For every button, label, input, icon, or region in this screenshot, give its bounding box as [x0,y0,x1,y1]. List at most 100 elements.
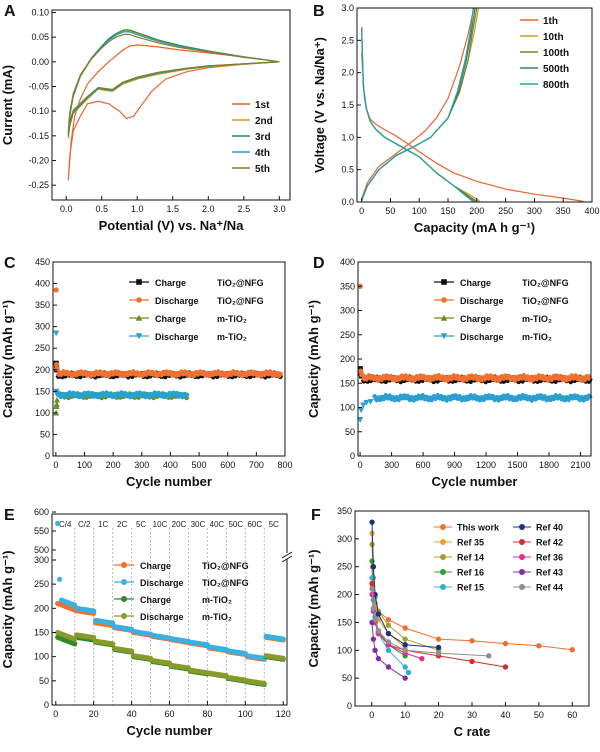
x-tick-label: 200 [106,460,121,470]
x-tick-label: 700 [249,460,264,470]
legend-label: Discharge [140,612,184,622]
rate-label: 20C [172,520,187,529]
legend-marker [135,314,143,321]
data-point [357,417,364,423]
series-band [55,369,284,379]
data-point [370,605,377,612]
legend-marker [136,297,142,303]
x-tick-label: 300 [384,460,399,470]
legend-sample: TiO₂@NFG [217,296,264,306]
x-tick-label: 300 [527,206,542,216]
y-tick-label: 300 [34,555,49,565]
legend-sample: TiO₂@NFG [217,278,264,288]
y-tick-label: 0.05 [31,32,49,42]
legend-label: 800th [543,80,569,91]
legend-label: Charge [140,595,171,605]
legend-marker [519,569,525,575]
x-tick-label: 3.0 [273,204,286,214]
y-tick-label: 3.0 [341,3,354,13]
y-tick-label: 0 [44,700,49,710]
x-tick-label: 0 [53,709,58,719]
y-axis-label: Capacity (mAh g⁻¹) [306,549,321,667]
y-tick-label: 150 [337,617,352,627]
legend-label: Charge [155,278,186,288]
x-tick-label: 500 [192,460,207,470]
legend-marker [440,539,446,545]
legend-label: 1st [255,100,270,111]
legend-label: Ref 36 [536,553,563,563]
y-tick-label: 100 [35,408,50,418]
y-tick-label: 450 [35,257,50,267]
y-tick-label: 150 [340,378,355,388]
x-tick-label: 0.0 [60,204,73,214]
y-tick-label: 0.00 [31,57,49,67]
panel-d: 0 300 600 900 1200 1500 1800 2100 0 50 100 150 200 25… [306,255,593,489]
data-point [91,608,97,614]
data-point [435,644,442,651]
legend-marker [136,279,142,285]
legend-label: 100th [543,48,569,59]
x-axis-label: Potential (V) vs. Na⁺/Na [99,218,245,233]
data-point [402,642,408,648]
x-tick-label: 300 [134,460,149,470]
data-point [53,396,61,403]
x-tick-label: 2100 [570,460,590,470]
x-tick-label: 120 [276,709,291,719]
legend-marker [121,596,127,602]
legend-sample: m-TiO₂ [202,612,232,622]
x-tick-label: 150 [440,206,455,216]
rate-label: 50C [228,520,243,529]
legend-label: Discharge [140,578,184,588]
data-point [369,519,375,525]
y-tick-label: 0.0 [341,197,354,207]
legend-label: This work [457,523,500,533]
legend-label: Discharge [155,332,199,342]
data-point [402,636,408,642]
x-tick-label: 80 [202,709,212,719]
x-tick-label: 0 [358,460,363,470]
charge-curve-800th [361,7,474,201]
y-tick-label: 250 [35,343,50,353]
y-tick-label: 50 [345,427,355,437]
y-tick-label: -0.05 [28,81,49,91]
x-tick-label: 0 [359,206,364,216]
data-point [72,641,78,647]
data-point [56,576,63,582]
legend-marker [121,562,127,568]
panel-f: 0 10 20 30 40 50 60 0 50 100 150 200 250 300 350 C rate… [306,506,590,739]
x-axis-label: Cycle number [127,723,213,738]
panel-a: 0.0 0.5 1.0 1.5 2.0 2.5 3.0 -0.25 -0.20 -0.15 -0.1… [0,3,291,233]
x-axis-label: Cycle number [126,474,212,489]
y-tick-label: 350 [337,506,352,516]
legend-label: Ref 44 [536,583,563,593]
data-point [370,564,377,570]
rate-label: 5C [269,520,279,529]
y-axis-label: Voltage (V vs. Na/Na⁺) [312,37,327,173]
x-tick-label: 250 [498,206,513,216]
x-tick-label: 0 [369,710,374,720]
x-tick-label: 100 [77,460,92,470]
y-tick-label: 400 [340,257,355,267]
x-tick-label: 0.5 [95,204,108,214]
y-tick-label: 0 [347,701,352,711]
rate-curve-ref-36 [371,594,423,660]
data-point [110,641,116,647]
data-point [369,541,375,548]
legend-label: Discharge [460,296,504,306]
data-point [385,622,392,628]
y-tick-label: 500 [34,545,49,555]
legend-label: Ref 43 [536,568,563,578]
y-tick-label: 200 [35,365,50,375]
y-tick-label: 600 [34,507,49,517]
data-point [369,586,375,592]
x-tick-label: 40 [127,709,137,719]
series-band [55,390,190,400]
legend-label: 500th [543,64,569,75]
x-tick-label: 2.5 [238,204,251,214]
x-tick-label: 30 [467,710,477,720]
y-tick-label: 0 [45,451,50,461]
y-tick-label: 200 [337,590,352,600]
legend-label: 3rd [255,132,271,143]
legend-marker [135,333,143,340]
